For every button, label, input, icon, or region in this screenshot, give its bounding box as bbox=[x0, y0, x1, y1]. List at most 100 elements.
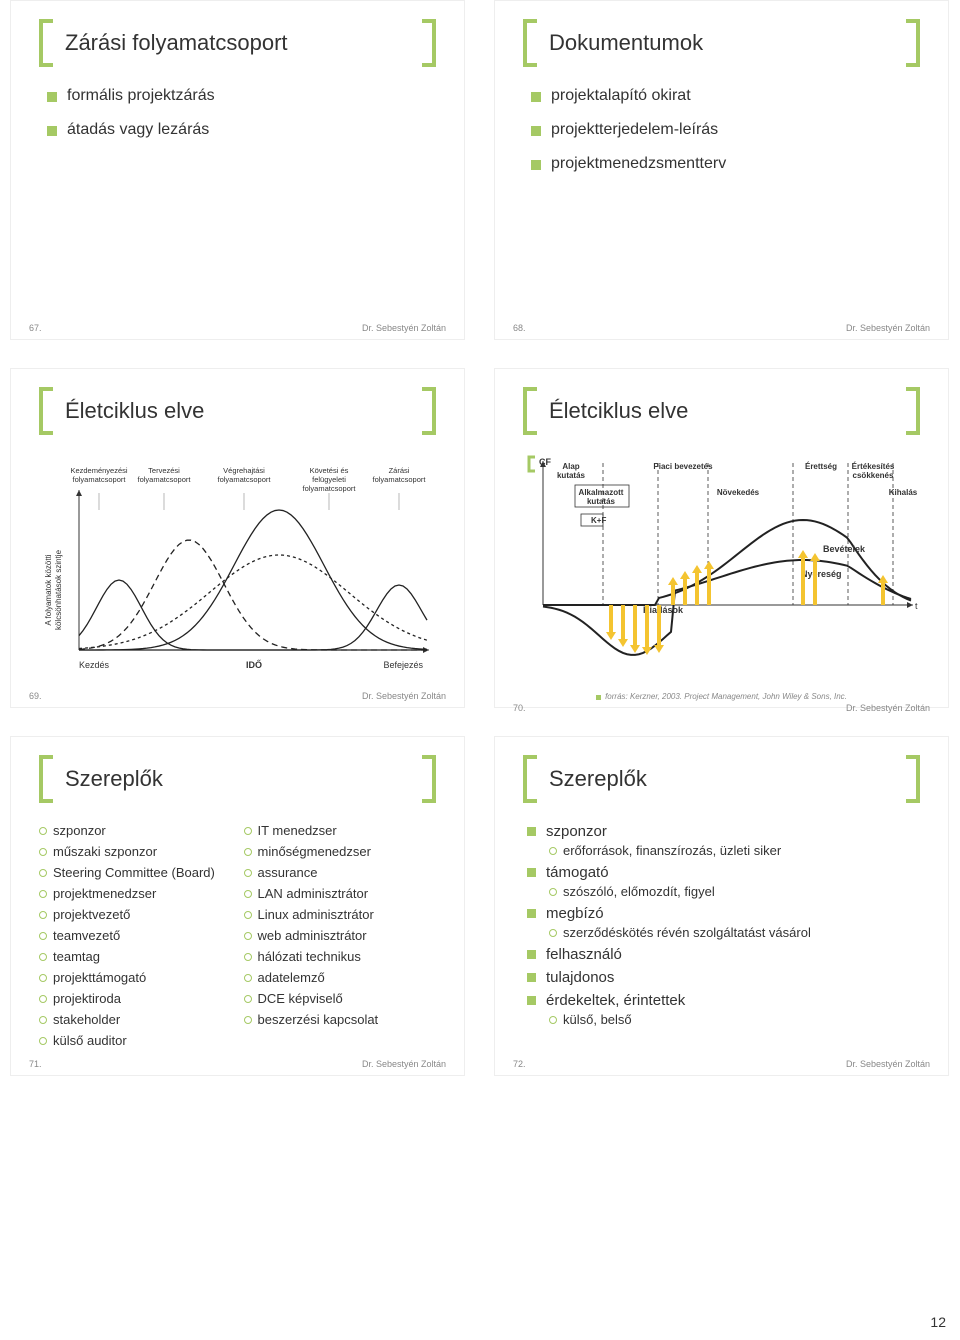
bullet-text: átadás vagy lezárás bbox=[67, 121, 209, 139]
circle-bullet-icon bbox=[244, 911, 252, 919]
role-text: Steering Committee (Board) bbox=[53, 865, 215, 880]
role-top-text: megbízó bbox=[546, 905, 604, 922]
svg-text:Követési ésfelügyeletifolyamat: Követési ésfelügyeletifolyamatcsoport bbox=[303, 466, 357, 493]
svg-text:Kezdeményezésifolyamatcsoport: Kezdeményezésifolyamatcsoport bbox=[70, 466, 127, 484]
source-note: forrás: Kerzner, 2003. Project Managemen… bbox=[605, 692, 847, 701]
role-sub: külső, belső bbox=[527, 1012, 920, 1027]
role-sub: erőforrások, finanszírozás, üzleti siker bbox=[527, 843, 920, 858]
role-sub-text: külső, belső bbox=[563, 1012, 632, 1027]
role-item: assurance bbox=[244, 865, 437, 880]
two-column-list: szponzor műszaki szponzor Steering Committ… bbox=[39, 823, 436, 1054]
circle-bullet-icon bbox=[39, 911, 47, 919]
role-item: web adminisztrátor bbox=[244, 928, 437, 943]
bullet-item: projektalapító okirat bbox=[531, 87, 920, 105]
role-item: projektmenedzser bbox=[39, 886, 232, 901]
svg-text:Kiadások: Kiadások bbox=[643, 605, 684, 615]
bracket-left bbox=[523, 19, 539, 67]
role-group: felhasználó bbox=[527, 946, 920, 963]
title-group: Zárási folyamatcsoport bbox=[39, 19, 436, 67]
role-top-text: felhasználó bbox=[546, 946, 622, 963]
role-item: projekttámogató bbox=[39, 970, 232, 985]
role-item: projektvezető bbox=[39, 907, 232, 922]
square-bullet-icon bbox=[527, 973, 536, 982]
svg-text:Tervezésifolyamatcsoport: Tervezésifolyamatcsoport bbox=[138, 466, 192, 484]
bullet-item: projektmenedzsmentterv bbox=[531, 155, 920, 173]
role-item: IT menedzser bbox=[244, 823, 437, 838]
square-bullet-icon bbox=[47, 92, 57, 102]
svg-text:IDŐ: IDŐ bbox=[246, 659, 262, 670]
svg-text:Alapkutatás: Alapkutatás bbox=[557, 462, 586, 480]
circle-bullet-icon bbox=[39, 953, 47, 961]
role-item: szponzor bbox=[39, 823, 232, 838]
role-text: projektvezető bbox=[53, 907, 130, 922]
bracket-left bbox=[523, 755, 539, 803]
circle-bullet-icon bbox=[549, 888, 557, 896]
svg-text:Befejezés: Befejezés bbox=[383, 660, 423, 670]
slide-author: Dr. Sebestyén Zoltán bbox=[846, 703, 930, 713]
circle-bullet-icon bbox=[39, 869, 47, 877]
role-text: hálózati technikus bbox=[258, 949, 361, 964]
bracket-left bbox=[523, 387, 539, 435]
svg-text:Alkalmazottkutatás: Alkalmazottkutatás bbox=[579, 488, 624, 506]
slide-title: Szereplők bbox=[539, 766, 904, 792]
role-text: külső auditor bbox=[53, 1033, 127, 1048]
slide-number: 70. bbox=[513, 703, 526, 713]
bracket-right bbox=[420, 755, 436, 803]
bullet-text: projektalapító okirat bbox=[551, 87, 691, 105]
circle-bullet-icon bbox=[244, 953, 252, 961]
slide-number: 72. bbox=[513, 1059, 526, 1069]
circle-bullet-icon bbox=[549, 847, 557, 855]
role-text: Linux adminisztrátor bbox=[258, 907, 374, 922]
role-list-right: IT menedzserminőségmenedzserassuranceLAN… bbox=[244, 823, 437, 1054]
slide-title: Életciklus elve bbox=[539, 398, 904, 424]
role-item: külső auditor bbox=[39, 1033, 232, 1048]
chart-svg: tCFAlapkutatásPiaci bevezetésÉrettségÉrt… bbox=[523, 455, 923, 670]
role-text: LAN adminisztrátor bbox=[258, 886, 369, 901]
bracket-right bbox=[904, 755, 920, 803]
circle-bullet-icon bbox=[244, 1016, 252, 1024]
title-group: Dokumentumok bbox=[523, 19, 920, 67]
bullet-text: projektmenedzsmentterv bbox=[551, 155, 726, 173]
slide-footer: 67. Dr. Sebestyén Zoltán bbox=[11, 323, 464, 333]
role-group: érdekeltek, érintettek külső, belső bbox=[527, 992, 920, 1027]
role-sub-text: szószóló, előmozdít, figyel bbox=[563, 884, 715, 899]
square-bullet-icon bbox=[527, 909, 536, 918]
page-number: 12 bbox=[930, 1314, 946, 1330]
title-group: Életciklus elve bbox=[523, 387, 920, 435]
role-sub-text: erőforrások, finanszírozás, üzleti siker bbox=[563, 843, 781, 858]
role-top-text: tulajdonos bbox=[546, 969, 614, 986]
slide-69: Életciklus elve A folyamatok közöttikölc… bbox=[10, 368, 465, 708]
square-bullet-icon bbox=[527, 996, 536, 1005]
role-item: Linux adminisztrátor bbox=[244, 907, 437, 922]
slide-footer: 69. Dr. Sebestyén Zoltán bbox=[11, 691, 464, 701]
nested-role-list: szponzor erőforrások, finanszírozás, üzle… bbox=[523, 823, 920, 1027]
circle-bullet-icon bbox=[244, 890, 252, 898]
circle-bullet-icon bbox=[39, 890, 47, 898]
svg-text:Kezdés: Kezdés bbox=[79, 660, 110, 670]
role-group: megbízószerződéskötés révén szolgáltatás… bbox=[527, 905, 920, 940]
svg-text:Nyereség: Nyereség bbox=[801, 569, 842, 579]
circle-bullet-icon bbox=[244, 869, 252, 877]
svg-text:t: t bbox=[915, 601, 918, 611]
circle-bullet-icon bbox=[39, 932, 47, 940]
circle-bullet-icon bbox=[549, 929, 557, 937]
square-bullet-icon bbox=[527, 868, 536, 877]
role-top-text: támogató bbox=[546, 864, 609, 881]
role-item: műszaki szponzor bbox=[39, 844, 232, 859]
role-top: érdekeltek, érintettek bbox=[527, 992, 920, 1009]
bullet-list: formális projektzárás átadás vagy lezárá… bbox=[39, 87, 436, 139]
slide-author: Dr. Sebestyén Zoltán bbox=[846, 1059, 930, 1069]
bracket-left bbox=[39, 19, 55, 67]
svg-text:Végrehajtásifolyamatcsoport: Végrehajtásifolyamatcsoport bbox=[218, 466, 272, 484]
circle-bullet-icon bbox=[244, 974, 252, 982]
bracket-right bbox=[904, 19, 920, 67]
square-bullet-icon bbox=[47, 126, 57, 136]
svg-text:Értékesítéscsökkenés: Értékesítéscsökkenés bbox=[852, 462, 895, 480]
svg-text:Növekedés: Növekedés bbox=[717, 488, 760, 497]
slide-footer-2: 70. Dr. Sebestyén Zoltán bbox=[495, 703, 948, 713]
role-group: tulajdonos bbox=[527, 969, 920, 986]
circle-bullet-icon bbox=[39, 827, 47, 835]
slide-70: Életciklus elve tCFAlapkutatásPiaci beve… bbox=[494, 368, 949, 708]
bullet-text: projektterjedelem-leírás bbox=[551, 121, 718, 139]
role-top: szponzor bbox=[527, 823, 920, 840]
